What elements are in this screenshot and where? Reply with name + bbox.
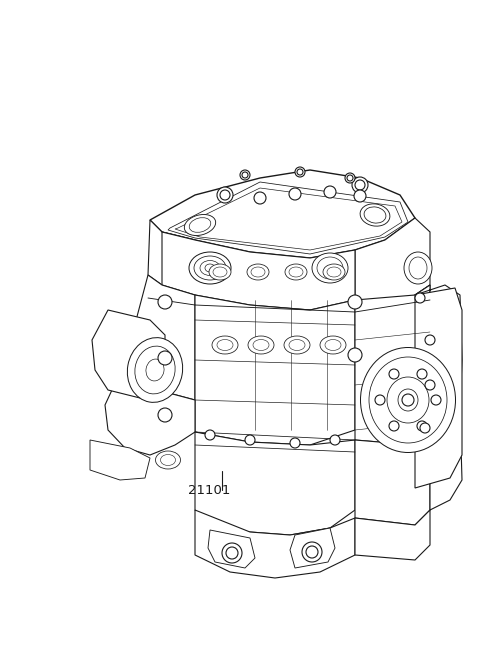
Ellipse shape <box>127 338 183 402</box>
Circle shape <box>415 293 425 303</box>
Circle shape <box>402 394 414 406</box>
Circle shape <box>352 177 368 193</box>
Circle shape <box>354 190 366 202</box>
Circle shape <box>222 543 242 563</box>
Polygon shape <box>195 295 355 445</box>
Circle shape <box>431 395 441 405</box>
Ellipse shape <box>209 264 231 280</box>
Circle shape <box>240 170 250 180</box>
Circle shape <box>324 186 336 198</box>
Circle shape <box>425 335 435 345</box>
Polygon shape <box>148 220 195 295</box>
Circle shape <box>220 190 230 200</box>
Ellipse shape <box>398 389 418 411</box>
Ellipse shape <box>135 346 175 394</box>
Circle shape <box>347 175 353 181</box>
Circle shape <box>289 188 301 200</box>
Circle shape <box>348 348 362 362</box>
Circle shape <box>226 547 238 559</box>
Polygon shape <box>195 432 355 535</box>
Ellipse shape <box>194 256 226 280</box>
Polygon shape <box>415 288 462 488</box>
Ellipse shape <box>189 252 231 284</box>
Ellipse shape <box>247 264 269 280</box>
Circle shape <box>348 295 362 309</box>
Circle shape <box>158 408 172 422</box>
Circle shape <box>355 180 365 190</box>
Circle shape <box>389 369 399 379</box>
Ellipse shape <box>284 336 310 354</box>
Circle shape <box>417 421 427 431</box>
Ellipse shape <box>360 348 456 453</box>
Circle shape <box>158 351 172 365</box>
Polygon shape <box>290 528 335 568</box>
Ellipse shape <box>409 257 427 279</box>
Polygon shape <box>430 410 462 510</box>
Ellipse shape <box>251 267 265 277</box>
Ellipse shape <box>289 340 305 350</box>
Circle shape <box>295 167 305 177</box>
Circle shape <box>330 435 340 445</box>
Ellipse shape <box>285 264 307 280</box>
Circle shape <box>254 192 266 204</box>
Polygon shape <box>105 362 195 455</box>
Circle shape <box>345 173 355 183</box>
Ellipse shape <box>404 252 432 284</box>
Ellipse shape <box>160 455 176 466</box>
Circle shape <box>417 369 427 379</box>
Ellipse shape <box>212 336 238 354</box>
Circle shape <box>375 395 385 405</box>
Circle shape <box>158 295 172 309</box>
Ellipse shape <box>325 340 341 350</box>
Ellipse shape <box>213 267 227 277</box>
Circle shape <box>420 423 430 433</box>
Polygon shape <box>195 510 355 578</box>
Polygon shape <box>355 218 430 310</box>
Ellipse shape <box>217 340 233 350</box>
Ellipse shape <box>253 340 269 350</box>
Ellipse shape <box>387 377 429 423</box>
Polygon shape <box>355 430 430 525</box>
Ellipse shape <box>323 264 345 280</box>
Circle shape <box>302 542 322 562</box>
Polygon shape <box>208 530 255 568</box>
Polygon shape <box>150 170 415 258</box>
Polygon shape <box>90 440 150 480</box>
Polygon shape <box>355 285 430 445</box>
Ellipse shape <box>156 451 180 469</box>
Ellipse shape <box>200 260 220 276</box>
Ellipse shape <box>248 336 274 354</box>
Ellipse shape <box>364 207 386 223</box>
Polygon shape <box>162 232 355 310</box>
Ellipse shape <box>369 357 447 443</box>
Text: 21101: 21101 <box>188 484 230 497</box>
Ellipse shape <box>146 359 164 381</box>
Polygon shape <box>168 182 408 254</box>
Circle shape <box>242 172 248 178</box>
Circle shape <box>245 435 255 445</box>
Ellipse shape <box>317 257 343 279</box>
Ellipse shape <box>189 218 211 232</box>
Polygon shape <box>125 275 195 400</box>
Circle shape <box>425 380 435 390</box>
Circle shape <box>290 438 300 448</box>
Ellipse shape <box>327 267 341 277</box>
Ellipse shape <box>184 215 216 236</box>
Ellipse shape <box>320 336 346 354</box>
Ellipse shape <box>289 267 303 277</box>
Ellipse shape <box>312 253 348 283</box>
Circle shape <box>389 421 399 431</box>
Ellipse shape <box>360 204 390 226</box>
Polygon shape <box>175 188 402 250</box>
Polygon shape <box>355 510 430 560</box>
Ellipse shape <box>205 264 215 272</box>
Circle shape <box>306 546 318 558</box>
Circle shape <box>205 430 215 440</box>
Polygon shape <box>92 310 165 400</box>
Polygon shape <box>415 285 462 430</box>
Circle shape <box>217 187 233 203</box>
Circle shape <box>297 169 303 175</box>
